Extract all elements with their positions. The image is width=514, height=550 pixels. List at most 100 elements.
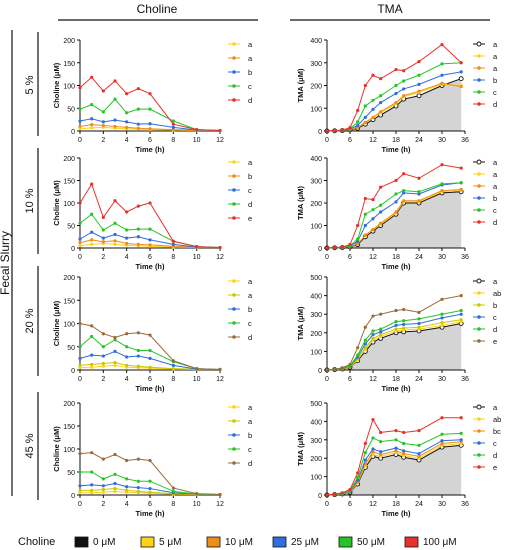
x-tick-label: 18 — [392, 501, 400, 508]
data-point — [102, 89, 105, 92]
data-point — [78, 322, 81, 325]
data-point — [218, 129, 221, 132]
x-tick-label: 6 — [348, 254, 352, 261]
y-tick-label: 50 — [67, 470, 75, 477]
data-point — [137, 486, 140, 489]
data-point — [364, 197, 367, 200]
y-tick-label: 300 — [310, 61, 322, 68]
baseline-area — [327, 192, 461, 248]
series-letter: c — [493, 206, 497, 215]
data-point — [102, 484, 105, 487]
data-point — [440, 442, 443, 445]
series-letter: d — [493, 100, 497, 109]
x-tick-label: 8 — [171, 501, 175, 508]
series-letter: e — [493, 463, 497, 472]
series-letter: d — [493, 451, 497, 460]
series-letter: a — [493, 52, 498, 61]
panel-choline-45: 0501001502000 2 4 6 8 10 12Time (h)Choline (μM… — [52, 401, 253, 518]
y-tick-label: 50 — [67, 345, 75, 352]
series-letter: a — [493, 277, 498, 286]
series-key-marker — [477, 208, 481, 212]
data-point — [394, 324, 397, 327]
data-point — [460, 438, 463, 441]
x-tick-label: 4 — [125, 376, 129, 383]
data-point — [78, 470, 81, 473]
data-point — [113, 222, 116, 225]
x-tick-label: 0 — [325, 376, 329, 383]
series-key-marker — [477, 172, 481, 176]
data-point — [394, 320, 397, 323]
data-point — [125, 345, 128, 348]
x-axis-label: Time (h) — [135, 145, 165, 154]
data-point — [90, 451, 93, 454]
series-letter: b — [248, 305, 252, 314]
y-tick-label: 150 — [63, 424, 75, 431]
data-point — [172, 367, 175, 370]
data-point — [440, 298, 443, 301]
series-letter: ab — [493, 289, 501, 298]
x-tick-label: 10 — [193, 501, 201, 508]
x-tick-label: 6 — [348, 137, 352, 144]
data-point — [371, 116, 374, 119]
data-point — [113, 243, 116, 246]
y-axis-label: Choline (μM) — [52, 62, 61, 108]
data-point — [137, 108, 140, 111]
data-point — [440, 416, 443, 419]
row-group-label: Fecal Slurry — [0, 231, 12, 295]
data-point — [417, 199, 420, 202]
legend-label: 100 μM — [423, 537, 457, 548]
x-tick-label: 12 — [369, 137, 377, 144]
data-point — [113, 350, 116, 353]
data-point — [125, 364, 128, 367]
series-key-marker — [477, 303, 481, 307]
y-tick-label: 100 — [310, 475, 322, 482]
series-key-marker — [477, 441, 481, 445]
legend-title: Choline — [18, 536, 55, 548]
series-line — [80, 214, 220, 247]
data-point — [172, 243, 175, 246]
data-point — [148, 238, 151, 241]
data-point — [102, 488, 105, 491]
data-point — [137, 243, 140, 246]
y-tick-label: 200 — [63, 38, 75, 45]
row-label-20: 20 % — [24, 308, 36, 333]
series-letter: c — [493, 88, 497, 97]
data-point — [90, 243, 93, 246]
series-letter: a — [248, 417, 253, 426]
data-point — [460, 188, 463, 191]
data-point — [394, 179, 397, 182]
y-tick-label: 300 — [310, 438, 322, 445]
data-point — [78, 345, 81, 348]
data-point — [102, 124, 105, 127]
data-point — [90, 126, 93, 129]
data-point — [417, 60, 420, 63]
series-letter: d — [248, 96, 252, 105]
data-point — [440, 163, 443, 166]
series-key-marker — [232, 42, 236, 46]
data-point — [417, 322, 420, 325]
data-point — [102, 354, 105, 357]
x-tick-label: 12 — [216, 254, 224, 261]
series-letter: bc — [493, 427, 501, 436]
y-tick-label: 500 — [310, 401, 322, 408]
data-point — [379, 77, 382, 80]
y-tick-label: 150 — [63, 179, 75, 186]
data-point — [417, 429, 420, 432]
data-point — [348, 126, 351, 129]
legend-swatch — [405, 537, 418, 547]
series-line — [80, 324, 220, 370]
x-axis-label: Time (h) — [135, 384, 165, 393]
legend-swatch — [141, 537, 154, 547]
data-point — [356, 237, 359, 240]
y-tick-label: 0 — [71, 246, 75, 253]
x-tick-label: 0 — [78, 254, 82, 261]
data-point — [172, 240, 175, 243]
x-axis-label: Time (h) — [135, 262, 165, 271]
data-point — [90, 76, 93, 79]
series-letter: e — [248, 214, 252, 223]
data-point — [379, 431, 382, 434]
series-key-marker — [232, 160, 236, 164]
data-point — [102, 458, 105, 461]
data-point — [172, 123, 175, 126]
